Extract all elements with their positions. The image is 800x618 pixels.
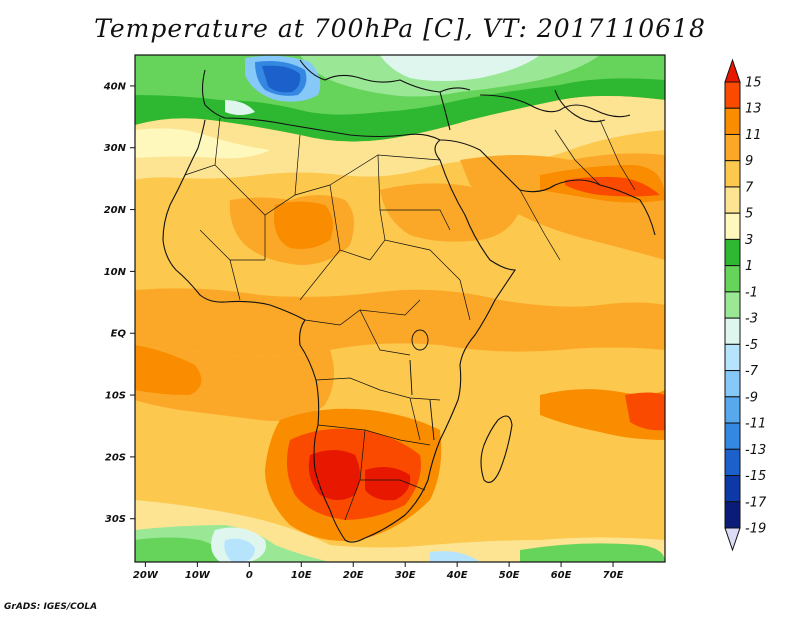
temperature-field (135, 55, 665, 562)
legend-label: -9 (745, 390, 758, 405)
legend-swatch (724, 370, 741, 398)
legend-label: -15 (745, 469, 766, 484)
legend-label: 15 (745, 76, 762, 91)
legend-swatch (724, 475, 741, 503)
lon-tick-label: 40E (446, 570, 468, 581)
legend-label: -17 (745, 495, 767, 510)
lon-tick-label: 0 (246, 570, 253, 581)
legend-label: -19 (745, 522, 766, 537)
lat-tick-label: 10S (105, 391, 126, 402)
legend-swatch (724, 186, 741, 214)
legend-swatch (724, 133, 741, 162)
legend-swatch (724, 501, 741, 529)
color-legend: 15 13 11 9 7 5 3 1 -1 -3 -5 -7 -9 -11 -13 -15 -17 -19 (724, 58, 767, 552)
legend-swatch (724, 160, 741, 188)
plot-frame (134, 54, 666, 563)
legend-label: -11 (745, 417, 766, 432)
lakes (409, 329, 435, 441)
lat-tick-label: 20N (104, 205, 127, 216)
legend-label: 5 (745, 207, 753, 222)
lon-tick-label: 60E (551, 570, 572, 581)
legend-label: 9 (745, 154, 753, 169)
legend-swatch (724, 317, 741, 345)
legend-label: 3 (745, 233, 753, 248)
longitude-axis: 20W 10W 0 10E 20E 30E 40E 50E 60E 70E (133, 562, 624, 581)
grads-credit: GrADS: IGES/COLA (4, 602, 98, 612)
legend-swatch-top-arrow (724, 58, 741, 83)
legend-swatch (724, 81, 741, 109)
latitude-axis: 40N 30N 20N 10N EQ 10S 20S 30S (103, 81, 135, 525)
lat-tick-label: 30N (104, 143, 127, 154)
legend-label: -7 (745, 364, 759, 379)
legend-label: -1 (745, 285, 758, 300)
legend-swatch (724, 422, 741, 450)
map-title: Temperature at 700hPa [C], VT: 201711061… (94, 14, 706, 43)
coastlines (162, 59, 656, 543)
legend-label: 11 (745, 128, 762, 143)
lon-tick-label: 10W (185, 570, 211, 581)
lat-tick-label: EQ (111, 329, 127, 340)
lat-tick-label: 30S (105, 514, 126, 525)
legend-swatch (724, 265, 741, 293)
legend-label: 13 (745, 102, 762, 117)
legend-swatch (724, 343, 741, 372)
legend-swatch (724, 212, 741, 240)
lon-tick-label: 20W (133, 570, 159, 581)
country-borders (184, 117, 636, 521)
lon-tick-label: 10E (291, 570, 312, 581)
lon-tick-label: 30E (395, 570, 416, 581)
lat-tick-label: 10N (104, 267, 127, 278)
legend-swatch (724, 448, 741, 477)
legend-swatch-bottom-arrow (724, 527, 741, 552)
legend-label: 7 (745, 180, 754, 195)
legend-swatch (724, 238, 741, 267)
lon-tick-label: 20E (343, 570, 364, 581)
legend-swatch (724, 396, 741, 424)
lat-tick-label: 40N (103, 81, 127, 92)
lat-tick-label: 20S (105, 452, 126, 463)
legend-swatch (724, 107, 741, 135)
legend-label: -5 (745, 338, 758, 353)
legend-label: -13 (745, 443, 766, 458)
legend-swatch (724, 291, 741, 319)
legend-label: -3 (745, 312, 758, 327)
lon-tick-label: 70E (603, 570, 624, 581)
lon-tick-label: 50E (499, 570, 520, 581)
legend-label: 1 (745, 259, 753, 274)
